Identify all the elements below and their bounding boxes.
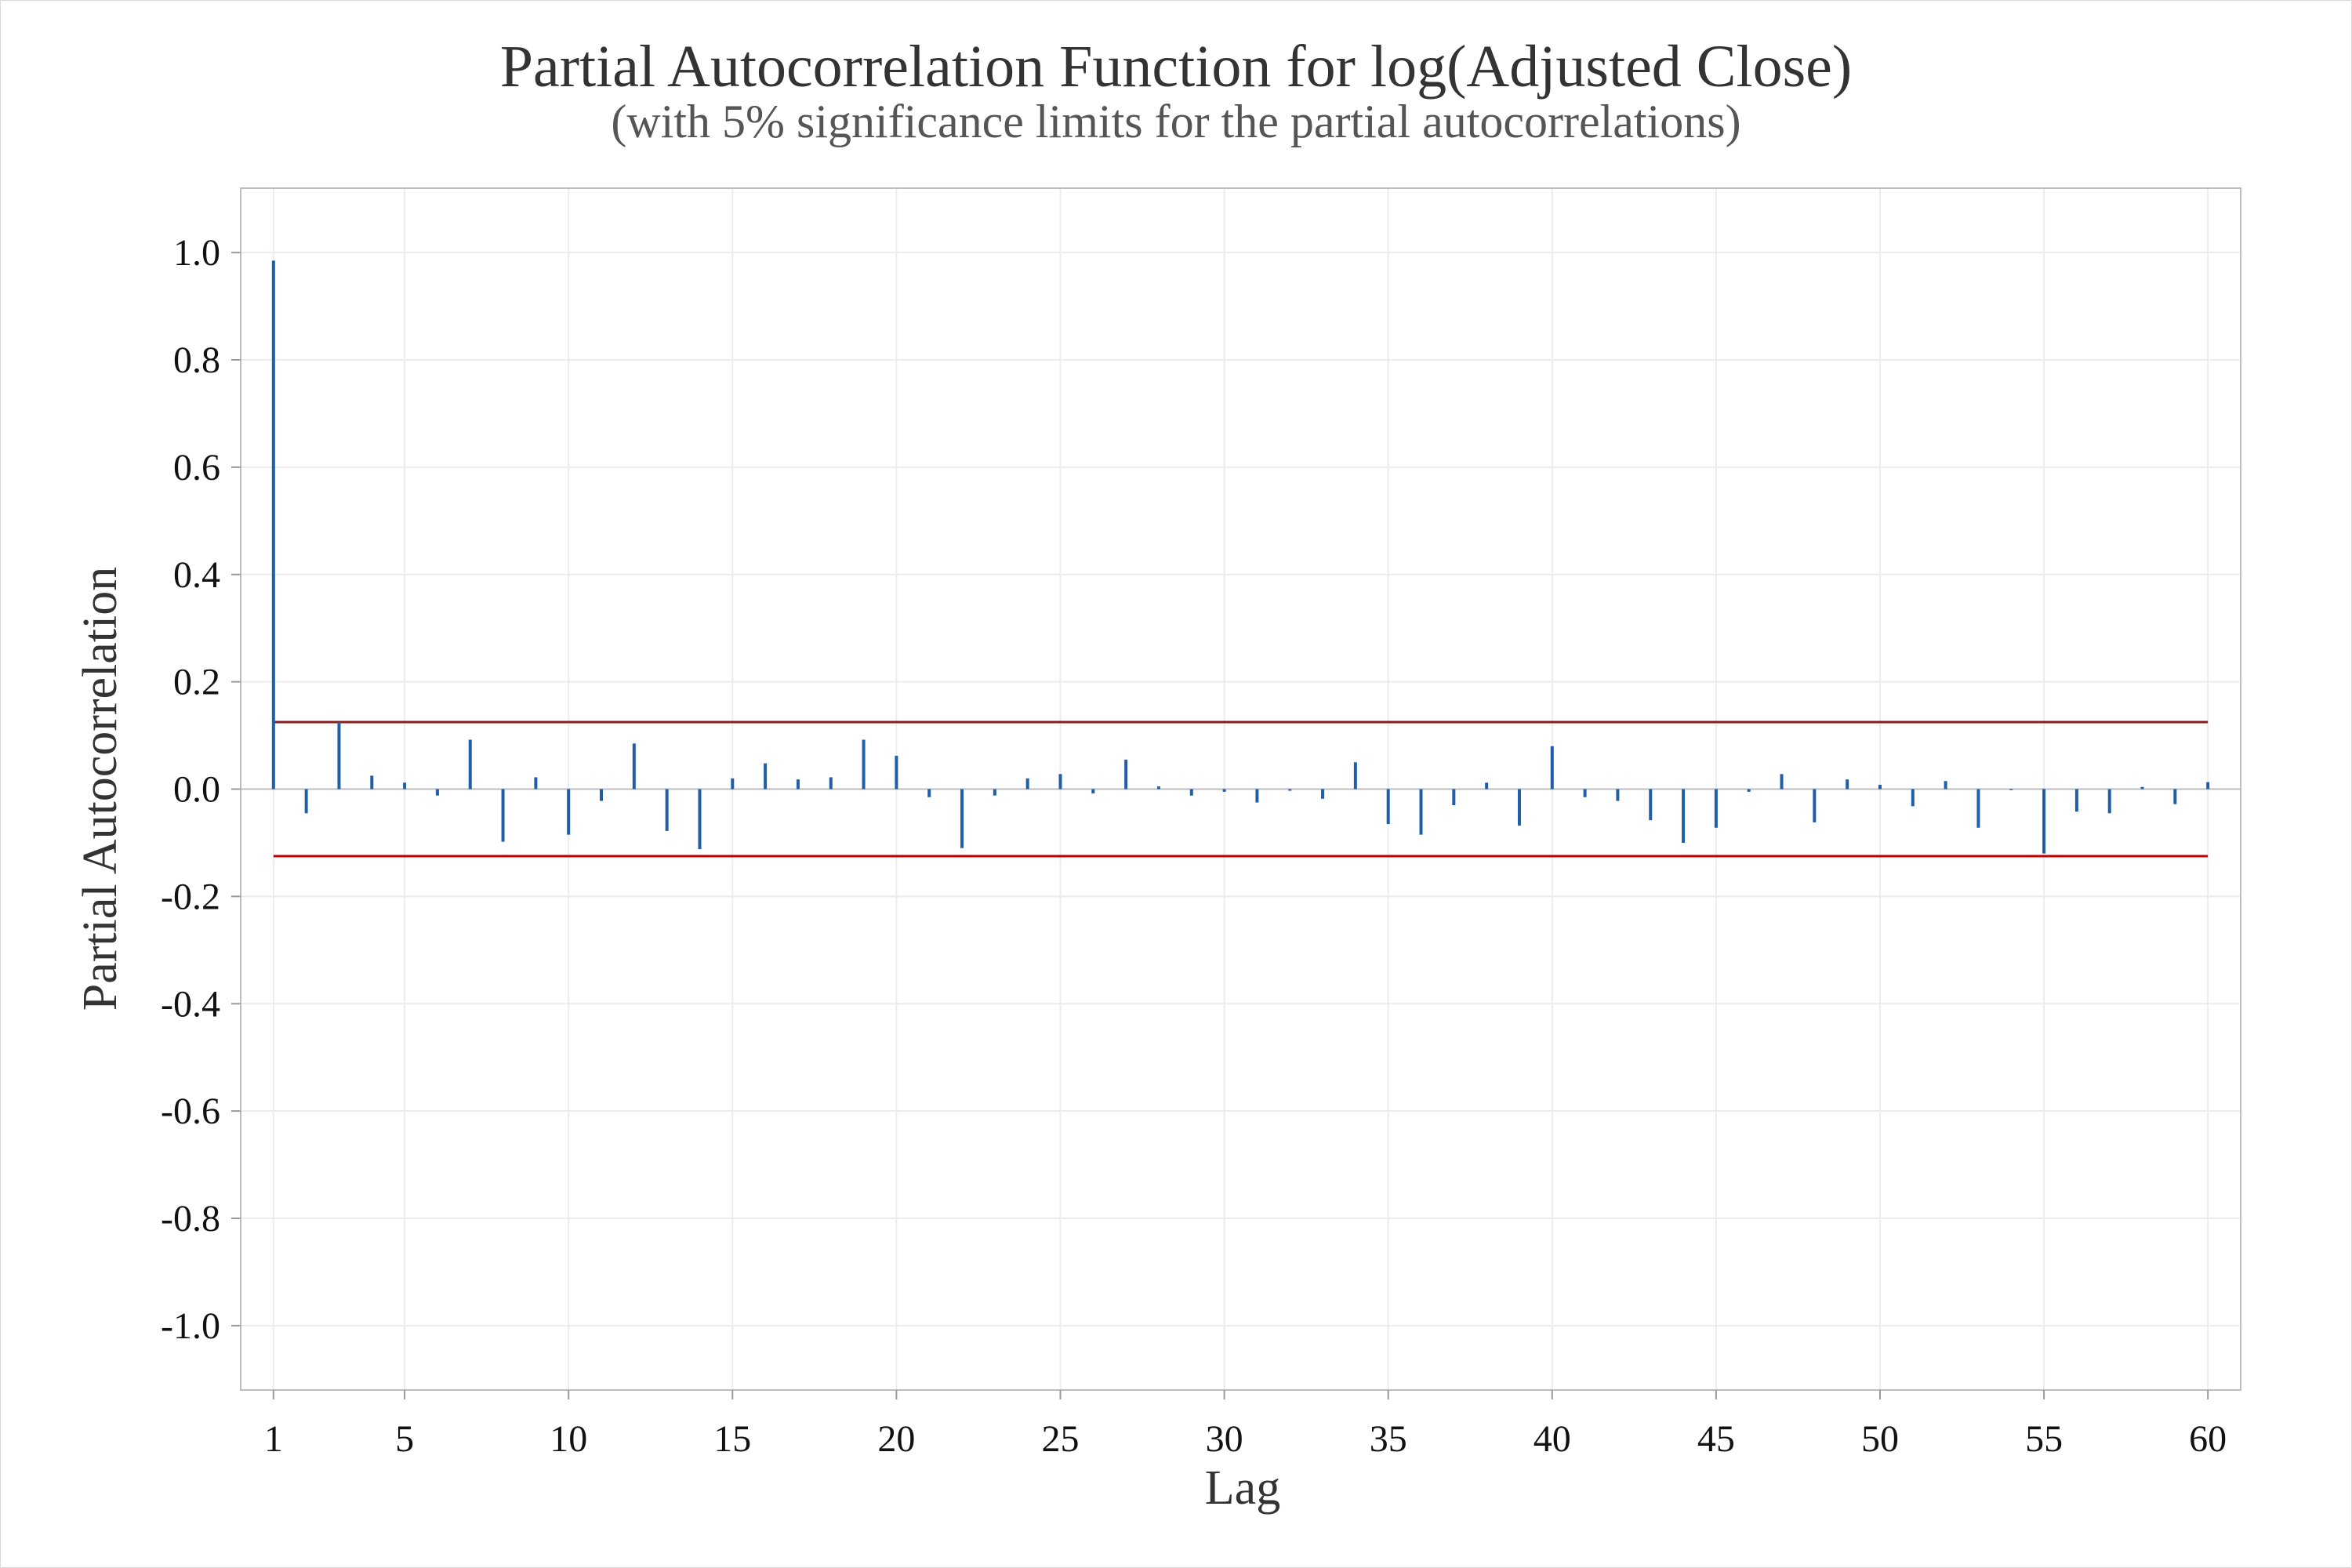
pacf-spikes — [271, 260, 2210, 854]
y-tick-labels: 1.0 0.8 0.6 0.4 0.2 0.0 -0.2 -0.4 -0.6 -0.8 -1.0 — [161, 232, 241, 1347]
y-tick-label: -0.4 — [161, 983, 220, 1025]
x-tick-label: 1 — [264, 1418, 283, 1460]
x-tick-label: 40 — [1534, 1418, 1571, 1460]
x-tick-label: 10 — [550, 1418, 587, 1460]
x-tick-label: 20 — [877, 1418, 915, 1460]
x-tick-label: 30 — [1206, 1418, 1243, 1460]
x-tick-label: 25 — [1041, 1418, 1079, 1460]
y-tick-label: 0.4 — [173, 554, 220, 596]
y-tick-label: 0.0 — [173, 769, 220, 811]
y-tick-label: -0.6 — [161, 1091, 220, 1132]
y-tick-label: 0.2 — [173, 662, 220, 703]
x-axis-label: Lag — [1205, 1461, 1280, 1515]
x-tick-label: 60 — [2189, 1418, 2227, 1460]
significance-limits — [273, 720, 2209, 858]
grid-lines — [240, 187, 2241, 1391]
y-tick-label: -0.2 — [161, 876, 220, 917]
y-tick-label: 1.0 — [173, 232, 220, 274]
chart-subtitle: (with 5% significance limits for the par… — [611, 96, 1740, 147]
x-tick-labels: 1 5 10 15 20 25 30 35 40 45 50 55 60 — [264, 1390, 2227, 1460]
x-tick-label: 45 — [1697, 1418, 1735, 1460]
y-tick-label: -0.8 — [161, 1198, 220, 1240]
y-axis-label: Partial Autocorrelation — [74, 567, 127, 1011]
y-tick-label: -1.0 — [161, 1305, 220, 1347]
y-tick-label: 0.8 — [173, 339, 220, 381]
x-tick-label: 5 — [395, 1418, 414, 1460]
x-tick-label: 55 — [2025, 1418, 2063, 1460]
x-tick-label: 50 — [1861, 1418, 1899, 1460]
y-tick-label: 0.6 — [173, 447, 220, 488]
x-tick-label: 15 — [713, 1418, 751, 1460]
chart-title: Partial Autocorrelation Function for log… — [500, 34, 1852, 100]
x-tick-label: 35 — [1370, 1418, 1407, 1460]
